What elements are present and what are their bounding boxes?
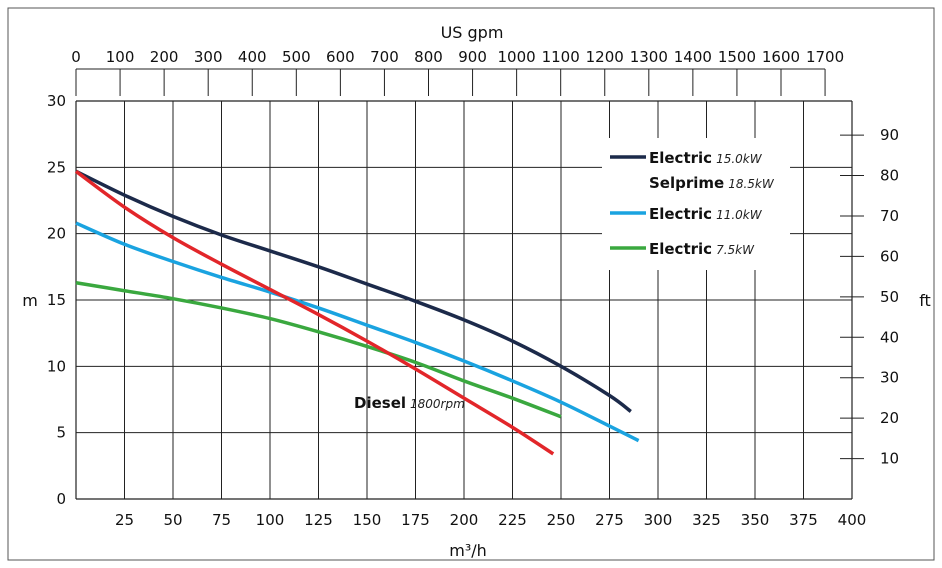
left-tick-label: 30: [47, 92, 66, 110]
axes: [75, 100, 853, 500]
top-axis-title: US gpm: [441, 23, 504, 42]
top-tick-label: 1700: [806, 48, 844, 66]
top-tick-label: 900: [458, 48, 487, 66]
bottom-axis-title: m³/h: [449, 541, 487, 560]
right-tick-label: 40: [880, 328, 899, 346]
left-axis-title: m: [22, 291, 38, 310]
bottom-tick-label: 75: [212, 511, 231, 529]
top-tick-label: 1100: [542, 48, 580, 66]
left-tick-label: 10: [47, 357, 66, 375]
right-tick-label: 60: [880, 247, 899, 265]
left-tick-label: 0: [56, 490, 66, 508]
right-tick-label: 20: [880, 409, 899, 427]
left-axis-ticks: 0 5 10 15 20 25 30: [47, 92, 66, 508]
series-lines: [74, 169, 640, 456]
top-tick-label: 1000: [498, 48, 536, 66]
right-axis-title: ft: [919, 291, 931, 310]
legend-label-electric-7-5kw: Electric 7.5kW: [649, 240, 755, 258]
legend-label-electric-15kw: Electric 15.0kW: [649, 149, 763, 167]
top-tick-label: 0: [71, 48, 81, 66]
legend-label-electric-11kw: Electric 11.0kW: [649, 205, 763, 223]
top-axis-ticks: 0 100 200 300 400 500 600 700 800 900 1000 1100 1200…: [71, 48, 844, 96]
bottom-tick-label: 200: [450, 511, 479, 529]
bottom-tick-label: 250: [547, 511, 576, 529]
bottom-tick-label: 400: [838, 511, 867, 529]
top-tick-label: 1300: [630, 48, 668, 66]
bottom-tick-label: 50: [163, 511, 182, 529]
series-diesel-1800rpm: [74, 169, 555, 456]
series-electric-11kw: [75, 221, 640, 443]
legend-label-selprime: Selprime 18.5kW: [649, 174, 775, 192]
bottom-tick-label: 300: [644, 511, 673, 529]
right-tick-label: 70: [880, 207, 899, 225]
top-tick-label: 1500: [718, 48, 756, 66]
bottom-tick-label: 25: [115, 511, 134, 529]
top-tick-label: 600: [326, 48, 355, 66]
top-tick-label: 500: [282, 48, 311, 66]
bottom-tick-label: 325: [692, 511, 721, 529]
right-axis-ticks: 10 20 30 40 50 60 70 80 90: [840, 126, 899, 468]
bottom-axis-ticks: 25 50 75 100 125 150 175 200 225 250 275 300 325 350 3…: [115, 511, 866, 529]
right-tick-label: 30: [880, 369, 899, 387]
legend: Electric 15.0kW Selprime 18.5kW Electric 11…: [610, 149, 775, 258]
bottom-tick-label: 100: [256, 511, 285, 529]
left-tick-label: 5: [56, 424, 66, 442]
bottom-tick-label: 150: [353, 511, 382, 529]
top-tick-label: 700: [370, 48, 399, 66]
top-tick-label: 200: [150, 48, 179, 66]
bottom-tick-label: 125: [304, 511, 333, 529]
left-tick-label: 15: [47, 291, 66, 309]
top-tick-label: 400: [238, 48, 267, 66]
top-tick-label: 300: [194, 48, 223, 66]
right-tick-label: 90: [880, 126, 899, 144]
left-tick-label: 20: [47, 225, 66, 243]
top-tick-label: 100: [106, 48, 135, 66]
annotation-diesel: Diesel 1800rpm: [354, 394, 465, 412]
right-tick-label: 10: [880, 450, 899, 468]
series-electric-15kw: [75, 169, 632, 413]
top-tick-label: 1200: [586, 48, 624, 66]
left-tick-label: 25: [47, 158, 66, 176]
right-tick-label: 50: [880, 288, 899, 306]
bottom-tick-label: 375: [789, 511, 818, 529]
bottom-tick-label: 350: [741, 511, 770, 529]
top-tick-label: 1400: [674, 48, 712, 66]
bottom-tick-label: 225: [498, 511, 527, 529]
bottom-tick-label: 275: [595, 511, 624, 529]
top-tick-label: 1600: [762, 48, 800, 66]
bottom-tick-label: 175: [401, 511, 430, 529]
top-tick-label: 800: [414, 48, 443, 66]
series-electric-7-5kw: [75, 281, 562, 419]
right-tick-label: 80: [880, 167, 899, 185]
chart-frame: [7, 7, 935, 561]
